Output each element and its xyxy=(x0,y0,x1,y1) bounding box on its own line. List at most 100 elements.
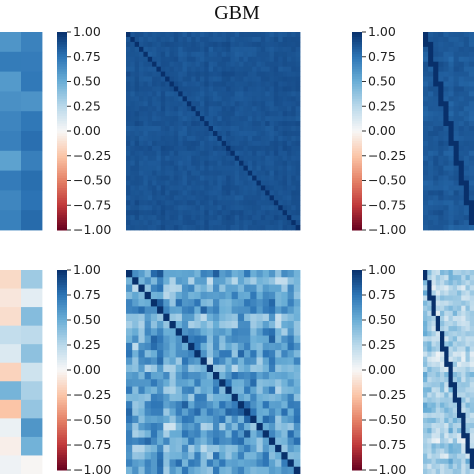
heatmap-cell xyxy=(427,361,432,368)
heatmap-cell xyxy=(219,437,226,446)
heatmap-cell xyxy=(160,170,166,176)
colorbar-segment xyxy=(352,61,362,65)
heatmap-cell xyxy=(281,357,288,366)
heatmap-cell xyxy=(239,76,244,82)
heatmap-cell xyxy=(126,401,133,409)
heatmap-cell xyxy=(213,81,218,87)
heatmap-cell xyxy=(252,71,257,77)
heatmap-cell xyxy=(186,131,192,137)
heatmap-cell xyxy=(244,270,251,278)
heatmap-cell xyxy=(204,91,210,97)
heatmap-cell xyxy=(169,291,177,300)
heatmap-cell xyxy=(427,346,432,352)
heatmap-cell xyxy=(293,357,301,366)
heatmap-cell xyxy=(126,430,133,438)
heatmap-cell xyxy=(188,328,195,336)
heatmap-cell xyxy=(282,225,288,231)
heatmap-cell xyxy=(175,277,183,285)
heatmap-cell xyxy=(188,313,195,322)
heatmap-cell xyxy=(221,210,227,216)
heatmap-cell xyxy=(265,205,270,211)
heatmap-cell xyxy=(448,51,454,58)
heatmap-cell xyxy=(239,160,244,167)
heatmap-cell xyxy=(281,386,288,395)
heatmap-cell xyxy=(208,140,214,147)
colorbar-segment xyxy=(57,310,67,313)
heatmap-cell xyxy=(217,155,223,162)
heatmap-cell xyxy=(169,200,175,206)
colorbar-segment xyxy=(57,158,67,162)
heatmap-cell xyxy=(138,299,146,307)
heatmap-cell xyxy=(423,392,428,398)
heatmap-cell xyxy=(139,126,144,132)
heatmap-cell xyxy=(225,466,233,474)
heatmap-cell xyxy=(225,393,233,402)
heatmap-cell xyxy=(265,96,270,102)
heatmap-cell xyxy=(221,160,227,167)
heatmap-cell xyxy=(444,438,449,444)
heatmap-cell xyxy=(143,195,149,201)
heatmap-cell xyxy=(453,32,460,38)
colorbar-segment xyxy=(57,380,67,383)
heatmap-cell xyxy=(144,408,152,417)
heatmap-cell xyxy=(191,32,196,38)
heatmap-cell xyxy=(221,170,227,176)
heatmap-cell xyxy=(139,195,144,201)
heatmap-cell xyxy=(291,131,297,137)
heatmap-cell xyxy=(178,76,183,82)
heatmap-cell xyxy=(243,96,249,102)
heatmap-cell xyxy=(178,81,183,87)
colorbar-segment xyxy=(352,377,362,381)
heatmap-cell xyxy=(435,392,441,398)
heatmap-cell xyxy=(191,200,196,206)
colorbar-segment xyxy=(352,452,362,456)
heatmap-cell xyxy=(461,402,466,409)
colorbar-segment xyxy=(57,272,67,276)
heatmap-cell xyxy=(21,190,43,211)
colorbar-segment xyxy=(352,98,362,102)
heatmap-cell xyxy=(165,66,170,72)
heatmap-cell xyxy=(250,306,257,315)
heatmap-cell xyxy=(291,41,297,48)
heatmap-cell xyxy=(188,452,195,460)
heatmap-cell xyxy=(160,81,166,87)
heatmap-cell xyxy=(188,291,195,300)
heatmap-cell xyxy=(178,56,183,63)
heatmap-cell xyxy=(237,277,245,285)
heatmap-cell xyxy=(178,91,183,97)
heatmap-cell xyxy=(465,270,471,276)
heatmap-cell xyxy=(199,61,205,68)
heatmap-cell xyxy=(237,357,245,366)
heatmap-cell xyxy=(130,170,136,176)
heatmap-cell xyxy=(226,86,231,92)
colorbar-segment xyxy=(352,215,362,219)
heatmap-cell xyxy=(444,468,449,474)
heatmap-cell xyxy=(225,342,233,351)
heatmap-cell xyxy=(247,190,253,196)
heatmap-cell xyxy=(427,417,432,424)
heatmap-cell xyxy=(457,326,462,332)
colorbar-tick-label: 0.50 xyxy=(368,74,396,89)
heatmap-cell xyxy=(427,280,432,286)
heatmap-cell xyxy=(239,131,244,137)
heatmap-cell xyxy=(295,190,301,196)
heatmap-cell xyxy=(453,121,460,127)
heatmap-cell xyxy=(230,185,236,191)
heatmap-cell xyxy=(428,190,434,196)
heatmap-cell xyxy=(293,437,301,446)
heatmap-cell xyxy=(156,86,162,92)
heatmap-cell xyxy=(438,101,444,107)
heatmap-cell xyxy=(282,51,288,58)
heatmap-cell xyxy=(281,284,288,293)
heatmap-cell xyxy=(208,165,214,171)
heatmap-cell xyxy=(465,300,471,307)
heatmap-cell xyxy=(152,131,157,137)
heatmap-cell xyxy=(286,56,292,63)
heatmap-cell xyxy=(269,185,275,191)
heatmap-cell xyxy=(225,437,233,446)
heatmap-cell xyxy=(186,121,192,127)
heatmap-cell xyxy=(199,32,205,38)
heatmap-cell xyxy=(157,284,164,293)
heatmap-cell xyxy=(208,150,214,157)
heatmap-cell xyxy=(204,225,210,231)
